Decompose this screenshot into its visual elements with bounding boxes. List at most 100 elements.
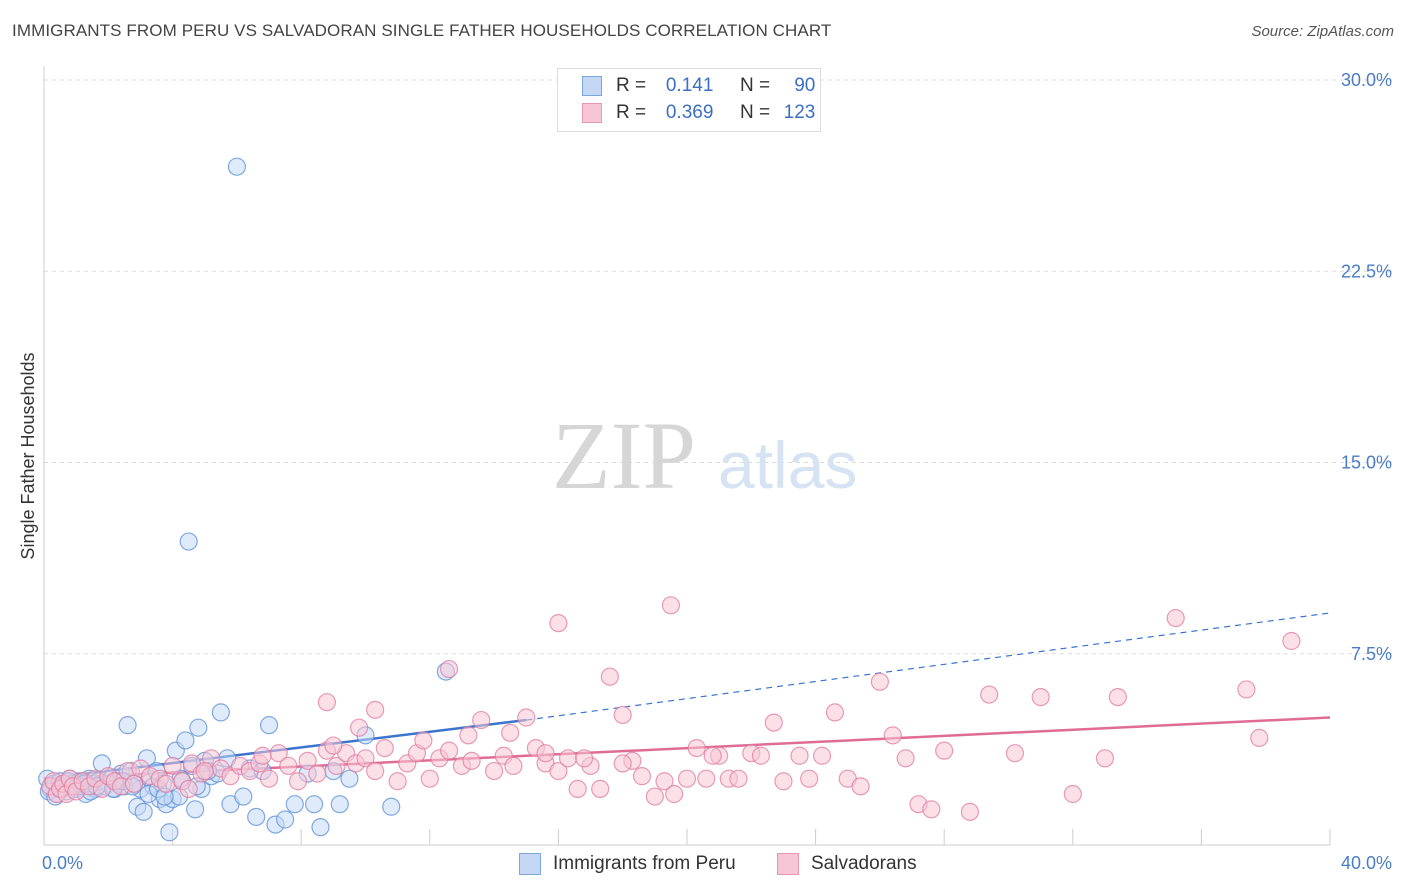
data-point	[1108, 687, 1127, 707]
data-point	[1005, 744, 1025, 763]
legend-text-peru: R = 0.141 N = 90	[616, 75, 815, 97]
data-point	[124, 774, 144, 793]
data-point	[613, 705, 632, 725]
data-point	[851, 777, 870, 796]
data-point	[591, 779, 610, 799]
data-point	[234, 787, 253, 806]
data-point	[327, 756, 346, 776]
data-point	[800, 769, 819, 788]
data-point	[163, 756, 182, 776]
data-point	[324, 736, 343, 755]
data-point	[935, 741, 954, 760]
y-tick-label: 22.5%	[1341, 261, 1392, 281]
data-point	[375, 738, 394, 758]
data-point	[462, 751, 481, 770]
data-point	[632, 767, 652, 786]
data-point	[189, 718, 208, 737]
data-point	[661, 596, 681, 615]
data-point	[186, 800, 205, 819]
data-point	[288, 772, 308, 791]
data-point	[195, 761, 214, 781]
data-point	[247, 807, 266, 827]
data-point	[1237, 680, 1256, 699]
data-point	[558, 749, 578, 768]
data-point	[420, 769, 439, 788]
bottom-legend-swatch-peru	[519, 853, 541, 875]
data-point	[922, 800, 941, 819]
bottom-legend-label-peru: Immigrants from Peru	[553, 853, 736, 874]
data-point	[340, 769, 359, 788]
watermark: ZIP atlas	[552, 402, 857, 509]
data-point	[414, 731, 433, 750]
data-point	[600, 667, 619, 686]
data-point	[439, 659, 459, 679]
data-point	[279, 756, 298, 776]
legend-swatch-peru	[582, 76, 602, 96]
data-point	[472, 710, 491, 730]
data-point	[883, 726, 902, 745]
correlation-legend: R = 0.141 N = 90 R = 0.369 N = 123	[557, 68, 821, 132]
legend-n-label: N =	[739, 75, 771, 96]
data-point	[311, 818, 330, 837]
legend-r-value-salvadorans: 0.369	[665, 102, 714, 123]
gridlines	[44, 79, 1392, 655]
data-point	[896, 749, 915, 768]
x-tick-label: 40.0%	[1341, 853, 1392, 873]
data-point	[687, 738, 706, 758]
data-point	[774, 772, 793, 791]
data-point	[259, 716, 279, 735]
bottom-legend-label-salvadorans: Salvadorans	[811, 853, 917, 874]
data-point	[501, 723, 520, 742]
watermark-atlas: atlas	[718, 428, 857, 502]
data-point	[459, 726, 478, 745]
data-point	[439, 741, 459, 760]
legend-r-label: R =	[616, 102, 647, 123]
data-points	[38, 157, 1301, 842]
legend-r-label: R =	[616, 75, 647, 96]
data-point	[1063, 784, 1082, 804]
data-point	[211, 703, 230, 722]
data-point	[227, 157, 246, 176]
data-point	[549, 761, 568, 781]
source-label: Source: ZipAtlas.com	[1251, 23, 1394, 40]
data-point	[568, 779, 587, 799]
data-point	[517, 708, 536, 727]
y-tick-label: 15.0%	[1341, 453, 1392, 473]
data-point	[160, 823, 179, 842]
data-point	[349, 718, 369, 737]
data-point	[645, 787, 664, 806]
data-point	[253, 746, 272, 765]
legend-text-salvadorans: R = 0.369 N = 123	[616, 102, 815, 124]
data-point	[575, 749, 594, 768]
data-point	[549, 614, 568, 633]
data-point	[485, 761, 504, 781]
data-point	[790, 746, 809, 765]
axes	[43, 66, 1331, 846]
data-point	[330, 795, 349, 814]
data-point	[665, 784, 684, 804]
series-peru	[38, 157, 455, 842]
y-tick-label: 30.0%	[1341, 70, 1392, 90]
data-point	[285, 795, 304, 814]
data-point	[276, 810, 295, 829]
data-point	[118, 716, 137, 735]
data-point	[1166, 608, 1185, 628]
bottom-legend-swatch-salvadorans	[777, 853, 799, 875]
data-point	[304, 795, 324, 814]
data-point	[179, 532, 198, 551]
data-point	[751, 746, 771, 765]
legend-n-value-peru: 90	[794, 75, 816, 96]
data-point	[382, 797, 401, 816]
data-point	[697, 769, 716, 788]
data-point	[298, 751, 317, 770]
trend-extension-peru	[526, 612, 1331, 721]
data-point	[703, 746, 722, 765]
data-point	[980, 685, 999, 704]
y-axis-title: Single Father Households	[18, 352, 38, 559]
data-point	[870, 672, 890, 691]
data-point	[1282, 631, 1301, 651]
data-point	[960, 802, 980, 821]
legend-n-value-salvadorans: 123	[783, 102, 816, 123]
data-point	[812, 746, 832, 765]
data-point	[1095, 749, 1115, 768]
